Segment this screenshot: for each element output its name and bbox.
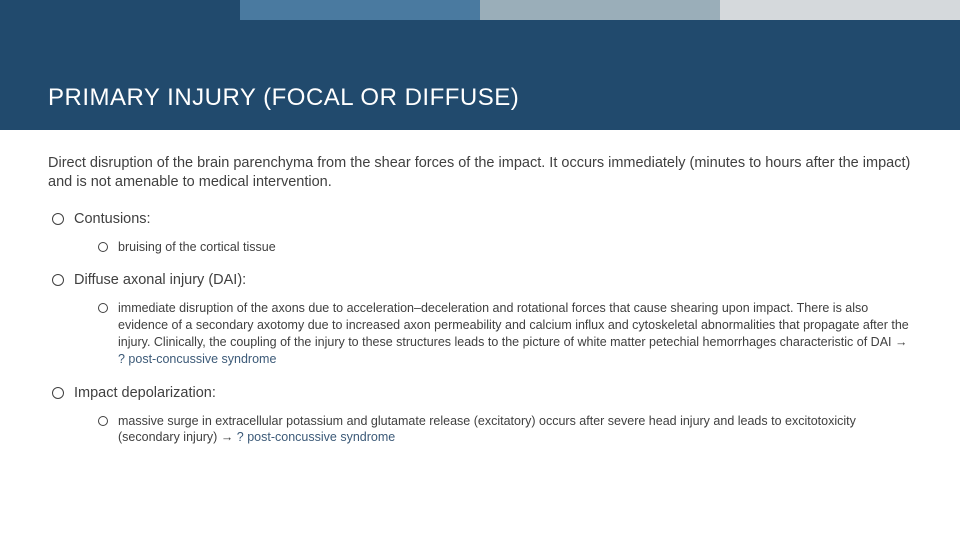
item-label: Contusions: (74, 210, 912, 229)
slide-title: PRIMARY INJURY (FOCAL OR DIFFUSE) (48, 84, 519, 112)
sub-item-text: immediate disruption of the axons due to… (118, 301, 909, 349)
sub-item-suffix: ? post-concussive syndrome (118, 352, 276, 366)
strip-seg-1 (0, 0, 240, 20)
sub-item-text: massive surge in extracellular potassium… (118, 414, 856, 445)
strip-seg-2 (240, 0, 480, 20)
strip-seg-3 (480, 0, 720, 20)
sub-item: massive surge in extracellular potassium… (98, 413, 912, 447)
intro-paragraph: Direct disruption of the brain parenchym… (48, 154, 912, 192)
list-item: Contusions: bruising of the cortical tis… (52, 210, 912, 256)
item-label: Impact depolarization: (74, 384, 912, 403)
list-item: Impact depolarization: massive surge in … (52, 384, 912, 447)
title-band: PRIMARY INJURY (FOCAL OR DIFFUSE) (0, 20, 960, 130)
list-item: Diffuse axonal injury (DAI): immediate d… (52, 271, 912, 367)
strip-seg-4 (720, 0, 960, 20)
item-label: Diffuse axonal injury (DAI): (74, 271, 912, 290)
sub-item-suffix: ? post-concussive syndrome (237, 430, 395, 444)
bullet-list: Contusions: bruising of the cortical tis… (48, 210, 912, 447)
sub-item: immediate disruption of the axons due to… (98, 300, 912, 368)
content-area: Direct disruption of the brain parenchym… (0, 130, 960, 446)
top-color-strip (0, 0, 960, 20)
sub-item-text: bruising of the cortical tissue (118, 240, 276, 254)
sub-item: bruising of the cortical tissue (98, 239, 912, 256)
